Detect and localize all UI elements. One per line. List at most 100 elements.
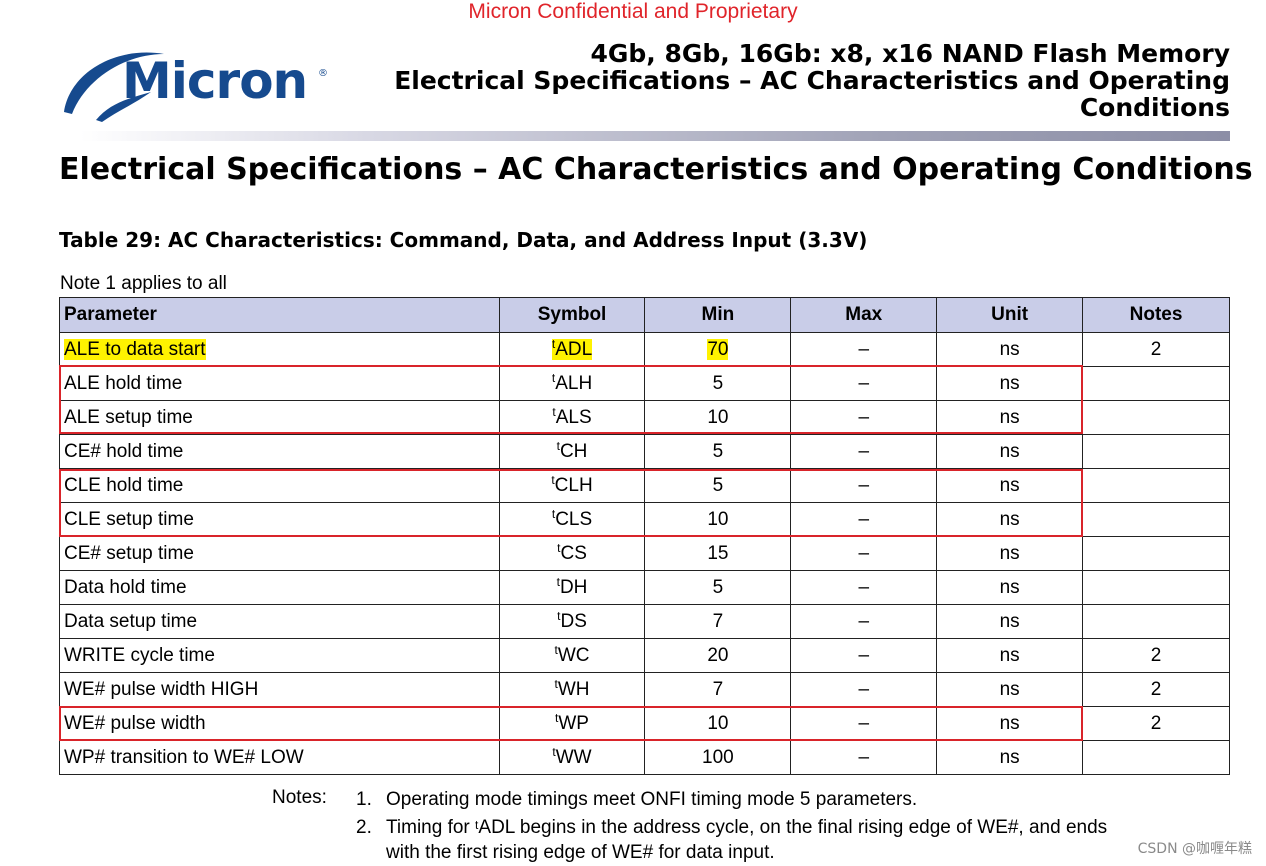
header-rule bbox=[80, 131, 1230, 141]
cell-max: – bbox=[790, 400, 938, 435]
table-row: WRITE cycle time tWC 20 – ns 2 bbox=[59, 638, 1230, 673]
cell-notes: 2 bbox=[1082, 638, 1230, 673]
symbol-prefix: t bbox=[557, 608, 561, 623]
header-symbol: Symbol bbox=[498, 297, 646, 333]
cell-notes bbox=[1082, 570, 1230, 605]
parameter-text: WE# pulse width bbox=[64, 712, 206, 734]
cell-symbol: tADL bbox=[498, 332, 646, 367]
parameter-text: CE# setup time bbox=[64, 542, 194, 564]
parameter-text: CE# hold time bbox=[64, 440, 184, 462]
symbol-name: CLH bbox=[554, 474, 593, 496]
table-row: CLE hold time tCLH 5 – ns bbox=[59, 468, 1230, 503]
cell-notes bbox=[1082, 604, 1230, 639]
cell-max: – bbox=[790, 604, 938, 639]
cell-symbol: tWW bbox=[498, 740, 646, 775]
note-number: 2. bbox=[356, 817, 372, 838]
table-row: CE# setup time tCS 15 – ns bbox=[59, 536, 1230, 571]
min-value: 7 bbox=[712, 678, 724, 700]
symbol-text: tDH bbox=[557, 575, 588, 598]
symbol-prefix: t bbox=[552, 744, 556, 759]
cell-min: 10 bbox=[644, 400, 792, 435]
symbol-prefix: t bbox=[555, 710, 559, 725]
micron-swoosh-icon bbox=[64, 52, 164, 122]
table-row: ALE to data start tADL 70 – ns 2 bbox=[59, 332, 1230, 367]
cell-parameter: ALE setup time bbox=[59, 400, 500, 435]
cell-unit: ns bbox=[936, 434, 1084, 469]
cell-symbol: tWH bbox=[498, 672, 646, 707]
cell-max: – bbox=[790, 536, 938, 571]
cell-max: – bbox=[790, 332, 938, 367]
cell-symbol: tCS bbox=[498, 536, 646, 571]
parameter-text: Data hold time bbox=[64, 576, 187, 598]
cell-unit: ns bbox=[936, 672, 1084, 707]
cell-symbol: tALH bbox=[498, 366, 646, 401]
trademark-symbol: ® bbox=[318, 68, 328, 79]
symbol-text: tWH bbox=[554, 676, 590, 700]
parameter-text: CLE setup time bbox=[64, 508, 194, 530]
confidential-banner: Micron Confidential and Proprietary bbox=[468, 0, 798, 23]
min-value: 10 bbox=[707, 712, 729, 734]
symbol-text: tCS bbox=[557, 540, 587, 564]
min-value: 70 bbox=[707, 338, 729, 360]
cell-max: – bbox=[790, 672, 938, 707]
header-notes: Notes bbox=[1082, 297, 1230, 333]
cell-notes bbox=[1082, 400, 1230, 435]
symbol-name: CH bbox=[559, 440, 588, 462]
watermark: CSDN @咖喱年糕 bbox=[1137, 841, 1252, 857]
cell-min: 15 bbox=[644, 536, 792, 571]
cell-unit: ns bbox=[936, 400, 1084, 435]
cell-unit: ns bbox=[936, 706, 1084, 741]
header-max: Max bbox=[790, 297, 938, 333]
min-value: 15 bbox=[707, 542, 729, 564]
min-value: 10 bbox=[707, 508, 729, 530]
note-text-after: ADL begins in the address cycle, on the … bbox=[478, 817, 1108, 838]
cell-notes bbox=[1082, 740, 1230, 775]
symbol-prefix: t bbox=[554, 676, 558, 691]
cell-min: 5 bbox=[644, 468, 792, 503]
cell-parameter: WRITE cycle time bbox=[59, 638, 500, 673]
symbol-name: ADL bbox=[555, 338, 593, 360]
logo-wordmark: Micron bbox=[122, 52, 308, 110]
symbol-text: tALH bbox=[551, 370, 592, 394]
symbol-text: tCLH bbox=[551, 473, 593, 496]
parameter-text: Data setup time bbox=[64, 610, 198, 632]
table-row: WE# pulse width tWP 10 – ns 2 bbox=[59, 706, 1230, 741]
table-header-row: Parameter Symbol Min Max Unit Notes bbox=[59, 297, 1230, 333]
cell-max: – bbox=[790, 502, 938, 537]
symbol-prefix: t bbox=[556, 438, 560, 453]
table-row: ALE hold time tALH 5 – ns bbox=[59, 366, 1230, 401]
parameter-text: WE# pulse width HIGH bbox=[64, 678, 259, 700]
symbol-name: ALS bbox=[555, 406, 592, 428]
cell-max: – bbox=[790, 706, 938, 741]
cell-min: 10 bbox=[644, 502, 792, 537]
cell-parameter: ALE to data start bbox=[59, 332, 500, 367]
symbol-name: DH bbox=[559, 576, 588, 598]
table-row: WP# transition to WE# LOW tWW 100 – ns bbox=[59, 740, 1230, 775]
cell-unit: ns bbox=[936, 604, 1084, 639]
cell-symbol: tDS bbox=[498, 604, 646, 639]
note-2: 2. Timing for tADL begins in the address … bbox=[356, 815, 1107, 840]
symbol-text: tWC bbox=[555, 643, 590, 666]
cell-unit: ns bbox=[936, 536, 1084, 571]
note-1: 1. Operating mode timings meet ONFI timin… bbox=[356, 787, 917, 812]
ac-characteristics-table: Parameter Symbol Min Max Unit Notes ALE … bbox=[59, 297, 1230, 775]
symbol-prefix: t bbox=[551, 370, 556, 385]
symbol-name: CS bbox=[560, 542, 587, 564]
symbol-name: WC bbox=[557, 644, 590, 666]
notes-label: Notes: bbox=[272, 787, 327, 808]
cell-min: 100 bbox=[644, 740, 792, 775]
note-number: 1. bbox=[356, 789, 372, 810]
table-row: ALE setup time tALS 10 – ns bbox=[59, 400, 1230, 435]
note-text: Timing for bbox=[386, 817, 476, 838]
cell-max: – bbox=[790, 740, 938, 775]
symbol-text: tCH bbox=[556, 438, 588, 462]
symbol-prefix: t bbox=[557, 540, 561, 555]
note-text: Operating mode timings meet ONFI timing … bbox=[386, 789, 918, 810]
note-2-continuation: with the first rising edge of WE# for da… bbox=[386, 842, 775, 863]
symbol-name: DS bbox=[560, 610, 587, 632]
cell-max: – bbox=[790, 434, 938, 469]
cell-notes: 2 bbox=[1082, 706, 1230, 741]
cell-min: 7 bbox=[644, 672, 792, 707]
min-value: 5 bbox=[712, 372, 724, 394]
min-value: 7 bbox=[712, 610, 724, 632]
